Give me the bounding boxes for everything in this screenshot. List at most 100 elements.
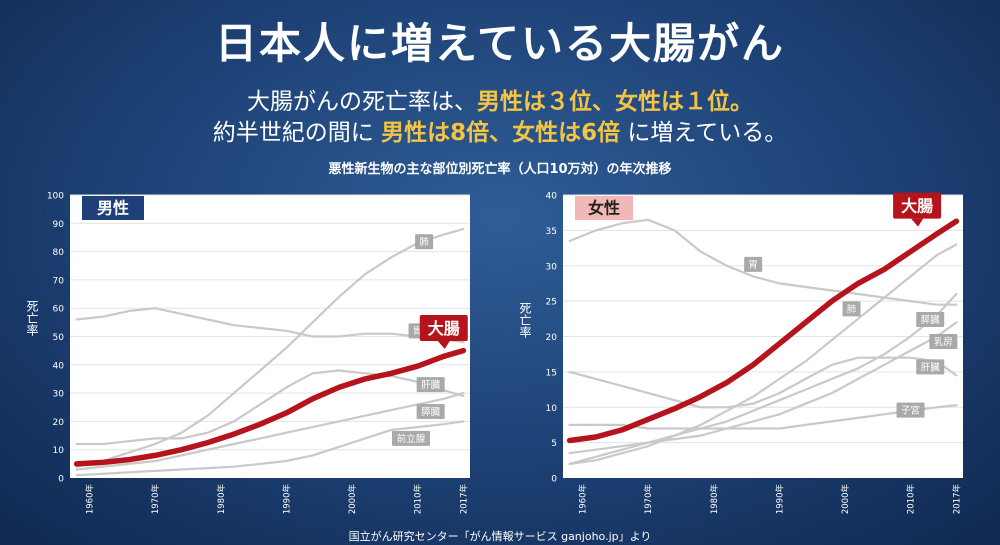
- series-label-text: 膵臓: [921, 315, 941, 326]
- callout-text: 大腸: [428, 319, 460, 338]
- y-tick-label: 30: [546, 262, 558, 272]
- series-label: 肝臓: [916, 359, 945, 375]
- page-title: 日本人に増えている大腸がん: [215, 19, 785, 68]
- y-tick-label: 70: [53, 276, 65, 286]
- y-tick-label: 60: [53, 305, 65, 315]
- y-tick-label: 40: [546, 192, 558, 202]
- callout-pointer: [911, 218, 924, 227]
- y-tick-label: 30: [53, 390, 65, 400]
- series-label-text: 膵臓: [421, 407, 441, 418]
- callout-pointer: [437, 341, 450, 350]
- x-tick-label: 2010年: [413, 484, 424, 515]
- y-tick-label: 20: [546, 333, 558, 343]
- series-label-box: [896, 402, 925, 418]
- series-label-box: [415, 234, 434, 250]
- x-tick-label: 1980年: [709, 484, 720, 515]
- series-label-text: 胃: [413, 326, 423, 337]
- series-label: 前立腺: [391, 430, 430, 446]
- series-label-text: 乳房: [934, 336, 953, 348]
- x-tick-label: 1990年: [774, 484, 785, 515]
- colon-series-line: [73, 347, 467, 467]
- series-label-box: [416, 377, 445, 393]
- y-tick-label: 10: [546, 404, 558, 414]
- source-credit: 国立がん研究センター「がん情報サービス ganjoho.jp」より: [348, 530, 652, 543]
- y-tick-label: 100: [47, 192, 64, 202]
- y-tick-label: 10: [53, 446, 65, 456]
- chart-title: 悪性新生物の主な部位別死亡率（人口10万対）の年次推移: [328, 162, 672, 177]
- series-label-text: 肝臓: [421, 380, 441, 391]
- y-axis-label: 死亡率: [25, 300, 39, 336]
- series-label-text: 肺: [847, 304, 857, 315]
- series-label-box: [916, 312, 945, 328]
- x-tick-label: 2010年: [906, 484, 917, 515]
- y-tick-label: 5: [551, 439, 557, 449]
- y-tick-label: 50: [53, 333, 65, 343]
- colon-series-line: [566, 218, 960, 444]
- y-tick-label: 0: [551, 475, 557, 485]
- series-line: [75, 392, 465, 471]
- series-label-box: [929, 333, 958, 349]
- series-label-text: 肝臓: [921, 362, 941, 373]
- chart-badge: 女性: [575, 196, 633, 220]
- x-tick-label: 2000年: [840, 484, 851, 515]
- badge-text: 女性: [588, 199, 620, 218]
- x-tick-label: 1990年: [281, 484, 292, 515]
- x-tick-label: 1980年: [216, 484, 227, 515]
- x-tick-label: 2000年: [347, 484, 358, 515]
- callout-box: [893, 192, 942, 219]
- series-label: 肝臓: [416, 377, 445, 393]
- y-tick-label: 15: [546, 368, 557, 378]
- x-tick-label: 1960年: [578, 484, 589, 515]
- subtitle-line-2: 約半世紀の間に 男性は8倍、女性は6倍 に増えている。: [0, 113, 1000, 147]
- badge-text: 男性: [97, 199, 129, 218]
- colon-callout: 大腸: [419, 315, 468, 350]
- y-tick-label: 80: [53, 248, 65, 258]
- badge-box: [82, 196, 144, 220]
- series-label-text: 肺: [419, 237, 429, 248]
- series-label-box: [842, 301, 861, 317]
- series-label-text: 子宮: [901, 405, 920, 417]
- series-label: 子宮: [896, 402, 925, 418]
- series-line: [568, 243, 958, 465]
- y-tick-label: 25: [546, 298, 557, 308]
- chart-badge: 男性: [82, 196, 144, 220]
- subtitle-text: に増えている。: [620, 120, 788, 146]
- colon-callout: 大腸: [893, 192, 942, 227]
- series-label: 膵臓: [916, 312, 945, 328]
- x-tick-label: 1960年: [85, 484, 96, 515]
- y-tick-label: 35: [546, 227, 557, 237]
- series-line: [75, 369, 465, 446]
- series-label-text: 胃: [748, 260, 758, 271]
- subtitle-line-1: 大腸がんの死亡率は、男性は３位、女性は１位。: [0, 82, 1000, 116]
- subtitle-text: 大腸がんの死亡率は、: [247, 89, 477, 115]
- series-line: [568, 356, 958, 409]
- series-line: [75, 420, 465, 477]
- callout-box: [419, 315, 468, 342]
- series-label-box: [416, 403, 445, 419]
- subtitle-highlight: 男性は３位、女性は１位。: [477, 89, 753, 115]
- badge-box: [575, 196, 633, 220]
- series-label-box: [744, 256, 763, 272]
- subtitle-text: 約半世紀の間に: [212, 120, 382, 146]
- y-tick-label: 40: [53, 361, 65, 371]
- series-label-box: [916, 359, 945, 375]
- series-line: [75, 307, 465, 344]
- series-label: 肺: [415, 234, 434, 250]
- y-tick-label: 20: [53, 418, 65, 428]
- subtitle-highlight: 男性は8倍、女性は6倍: [381, 120, 621, 146]
- x-tick-label: 1970年: [643, 484, 654, 515]
- series-label: 膵臓: [416, 403, 445, 419]
- series-line: [75, 227, 465, 468]
- x-tick-label: 2017年: [458, 484, 469, 515]
- y-axis-label: 死亡率: [518, 302, 532, 338]
- series-label: 乳房: [929, 333, 958, 349]
- x-tick-label: 1970年: [150, 484, 161, 515]
- series-label-box: [391, 430, 430, 446]
- series-label: 胃: [744, 256, 763, 272]
- y-tick-label: 0: [58, 475, 64, 485]
- series-label-text: 前立腺: [397, 433, 426, 445]
- y-tick-label: 90: [53, 220, 65, 230]
- series-label: 肺: [842, 301, 861, 317]
- series-line: [568, 218, 958, 306]
